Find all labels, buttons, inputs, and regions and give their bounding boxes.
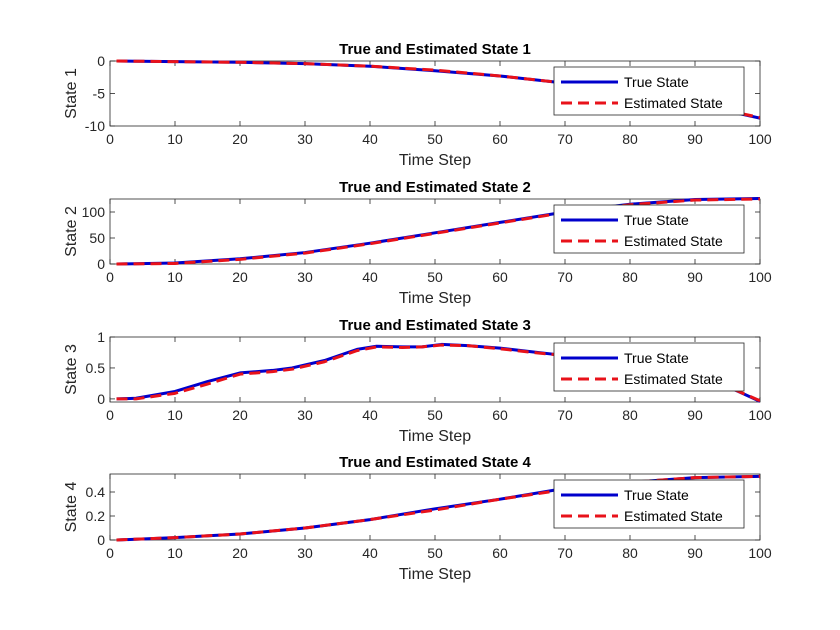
legend-box (553, 342, 745, 392)
y-tick-label: -5 (93, 86, 106, 102)
legend-estimated-state-label: Estimated State (624, 95, 723, 111)
legend: True State Estimated State (553, 342, 745, 392)
x-tick-label: 80 (622, 131, 638, 147)
x-tick-label: 30 (297, 131, 313, 147)
y-axis-label: State 4 (63, 482, 80, 533)
x-tick-label: 40 (362, 545, 378, 561)
chart-title: True and Estimated State 2 (339, 179, 531, 196)
x-tick-label: 10 (167, 545, 183, 561)
x-tick-label: 90 (687, 269, 703, 285)
x-axis-label: Time Step (399, 428, 471, 445)
x-tick-label: 100 (748, 407, 772, 423)
x-tick-label: 60 (492, 131, 508, 147)
chart-title: True and Estimated State 4 (339, 454, 531, 471)
subplot-4: 0 10 20 30 40 50 60 70 80 90 100 0 0.2 0.4 True and Es… (63, 454, 772, 583)
y-tick-label: 50 (89, 230, 105, 246)
y-tick-label: 1 (97, 329, 105, 345)
subplot-2: 0 10 20 30 40 50 60 70 80 90 100 0 50 100 True and Est… (63, 179, 772, 307)
legend-true-state-label: True State (624, 350, 689, 366)
x-axis-label: Time Step (399, 152, 471, 169)
x-tick-label: 50 (427, 545, 443, 561)
legend-box (553, 66, 745, 116)
y-tick-label: 0 (97, 391, 105, 407)
x-tick-label: 0 (106, 407, 114, 423)
x-axis-label: Time Step (399, 290, 471, 307)
x-tick-label: 0 (106, 269, 114, 285)
x-tick-label: 10 (167, 131, 183, 147)
legend-true-state-label: True State (624, 74, 689, 90)
y-tick-label: 0 (97, 532, 105, 548)
x-tick-label: 60 (492, 407, 508, 423)
x-tick-label: 70 (557, 131, 573, 147)
x-tick-label: 70 (557, 545, 573, 561)
x-tick-label: 70 (557, 269, 573, 285)
legend-box (553, 479, 745, 529)
x-tick-label: 50 (427, 269, 443, 285)
x-tick-label: 20 (232, 269, 248, 285)
legend: True State Estimated State (553, 479, 745, 529)
x-tick-label: 50 (427, 131, 443, 147)
x-tick-label: 100 (748, 131, 772, 147)
y-tick-label: -10 (85, 118, 105, 134)
legend-estimated-state-label: Estimated State (624, 371, 723, 387)
true-state-line (116, 197, 760, 266)
legend-true-state-label: True State (624, 212, 689, 228)
y-axis-label: State 1 (63, 68, 80, 119)
x-tick-label: 50 (427, 407, 443, 423)
x-tick-label: 60 (492, 269, 508, 285)
subplot-3: 0 10 20 30 40 50 60 70 80 90 100 0 0.5 1 True and Esti… (63, 317, 772, 445)
x-tick-label: 30 (297, 545, 313, 561)
legend: True State Estimated State (553, 204, 745, 254)
y-tick-label: 0.2 (86, 508, 106, 524)
x-tick-label: 40 (362, 407, 378, 423)
y-axis-label: State 3 (63, 344, 80, 395)
x-tick-label: 20 (232, 545, 248, 561)
x-tick-label: 90 (687, 131, 703, 147)
x-tick-label: 30 (297, 407, 313, 423)
series-group (116, 197, 760, 266)
chart-title: True and Estimated State 1 (339, 41, 531, 58)
x-tick-label: 80 (622, 545, 638, 561)
x-tick-label: 80 (622, 269, 638, 285)
x-tick-label: 0 (106, 545, 114, 561)
x-tick-label: 90 (687, 545, 703, 561)
y-tick-label: 0 (97, 53, 105, 69)
chart-title: True and Estimated State 3 (339, 317, 531, 334)
legend-estimated-state-label: Estimated State (624, 508, 723, 524)
x-tick-label: 10 (167, 269, 183, 285)
legend-estimated-state-label: Estimated State (624, 233, 723, 249)
x-tick-label: 70 (557, 407, 573, 423)
x-tick-label: 60 (492, 545, 508, 561)
x-tick-label: 40 (362, 269, 378, 285)
subplot-1: 0 10 20 30 40 50 60 70 80 90 100 -10 -5 0 True and Est… (63, 41, 772, 169)
x-tick-label: 90 (687, 407, 703, 423)
x-tick-label: 20 (232, 131, 248, 147)
legend-true-state-label: True State (624, 487, 689, 503)
y-tick-label: 0 (97, 256, 105, 272)
y-tick-label: 100 (82, 204, 106, 220)
x-tick-label: 20 (232, 407, 248, 423)
x-tick-label: 100 (748, 545, 772, 561)
y-tick-label: 0.5 (86, 360, 106, 376)
x-axis-label: Time Step (399, 566, 471, 583)
x-tick-label: 10 (167, 407, 183, 423)
x-tick-label: 40 (362, 131, 378, 147)
x-tick-label: 80 (622, 407, 638, 423)
y-axis-label: State 2 (63, 206, 80, 257)
x-tick-label: 0 (106, 131, 114, 147)
x-tick-label: 100 (748, 269, 772, 285)
legend-box (553, 204, 745, 254)
legend: True State Estimated State (553, 66, 745, 116)
x-tick-label: 30 (297, 269, 313, 285)
y-tick-label: 0.4 (86, 484, 106, 500)
